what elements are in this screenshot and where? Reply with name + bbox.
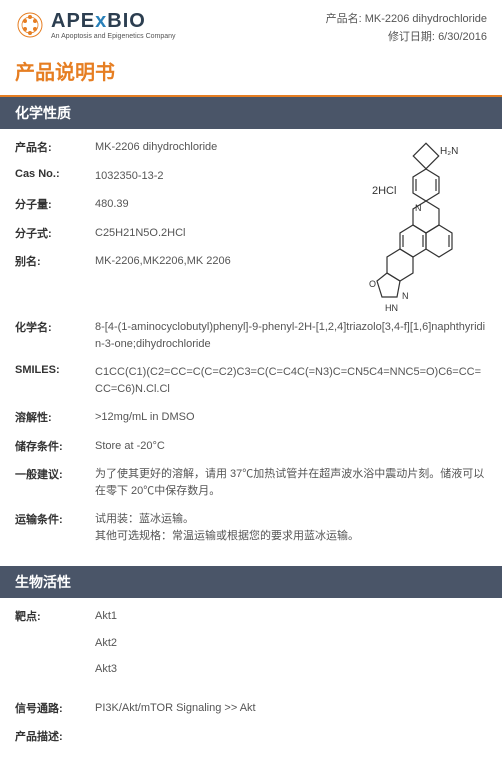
chemical-structure: H₂N 2HCl [327,139,487,319]
document-title: 产品说明书 [0,51,502,97]
chemname-label: 化学名: [15,319,95,335]
cas-value: 1032350-13-2 [95,168,317,185]
svg-text:O: O [369,279,376,289]
svg-text:HN: HN [385,303,398,313]
alias-label: 别名: [15,253,95,269]
chemname-value: 8-[4-(1-aminocyclobutyl)phenyl]-9-phenyl… [95,319,487,352]
advice-value: 为了使其更好的溶解，请用 37℃加热试管并在超声波水浴中震动片刻。储液可以在零下… [95,466,487,499]
brand-pre: APE [51,10,95,32]
chemical-body: 产品名:MK-2206 dihydrochloride Cas No.:1032… [0,129,502,566]
name-label: 产品名: [15,139,95,155]
description-label: 产品描述: [15,728,95,744]
mf-label: 分子式: [15,225,95,241]
svg-text:N: N [415,203,422,213]
hcl-label: 2HCl [372,185,396,197]
target-value-1: Akt1 [95,608,487,625]
brand-x: x [95,10,107,32]
section-bioactivity: 生物活性 [0,566,502,598]
product-value: MK-2206 dihydrochloride [365,13,487,25]
product-label: 产品名: [326,13,362,25]
pathway-label: 信号通路: [15,700,95,716]
storage-value: Store at -20°C [95,438,487,455]
brand-post: BIO [107,10,146,32]
svg-text:N: N [402,291,409,301]
storage-label: 储存条件: [15,438,95,454]
target-value-2: Akt2 [95,635,487,652]
pathway-value: PI3K/Akt/mTOR Signaling >> Akt [95,700,487,717]
target-value-3: Akt3 [95,661,487,678]
revision-value: 6/30/2016 [438,31,487,43]
logo-icon [15,11,45,39]
bio-body: 靶点: Akt1 Akt2 Akt3 信号通路:PI3K/Akt/mTOR Si… [0,598,502,766]
shipping-value-1: 试用装：蓝冰运输。 [95,511,487,528]
mf-value: C25H21N5O.2HCl [95,225,317,242]
tagline: An Apoptosis and Epigenetics Company [51,33,176,40]
header-meta: 产品名: MK-2206 dihydrochloride 修订日期: 6/30/… [326,10,487,46]
alias-value: MK-2206,MK2206,MK 2206 [95,253,317,270]
logo: APExBIO An Apoptosis and Epigenetics Com… [15,10,176,40]
solubility-label: 溶解性: [15,409,95,425]
revision-label: 修订日期: [388,31,435,43]
svg-text:H₂N: H₂N [440,146,458,157]
mw-value: 480.39 [95,196,317,213]
smiles-label: SMILES: [15,364,95,376]
shipping-label: 运输条件: [15,511,95,527]
page-header: APExBIO An Apoptosis and Epigenetics Com… [0,0,502,51]
target-label: 靶点: [15,608,95,624]
section-chemical-properties: 化学性质 [0,97,502,129]
brand-text: APExBIO [51,10,176,33]
solubility-value: >12mg/mL in DMSO [95,409,487,426]
advice-label: 一般建议: [15,466,95,482]
name-value: MK-2206 dihydrochloride [95,139,317,156]
smiles-value: C1CC(C1)(C2=CC=C(C=C2)C3=C(C=C4C(=N3)C=C… [95,364,487,397]
cas-label: Cas No.: [15,168,95,180]
shipping-value-2: 其他可选规格：常温运输或根据您的要求用蓝冰运输。 [95,528,487,545]
mw-label: 分子量: [15,196,95,212]
